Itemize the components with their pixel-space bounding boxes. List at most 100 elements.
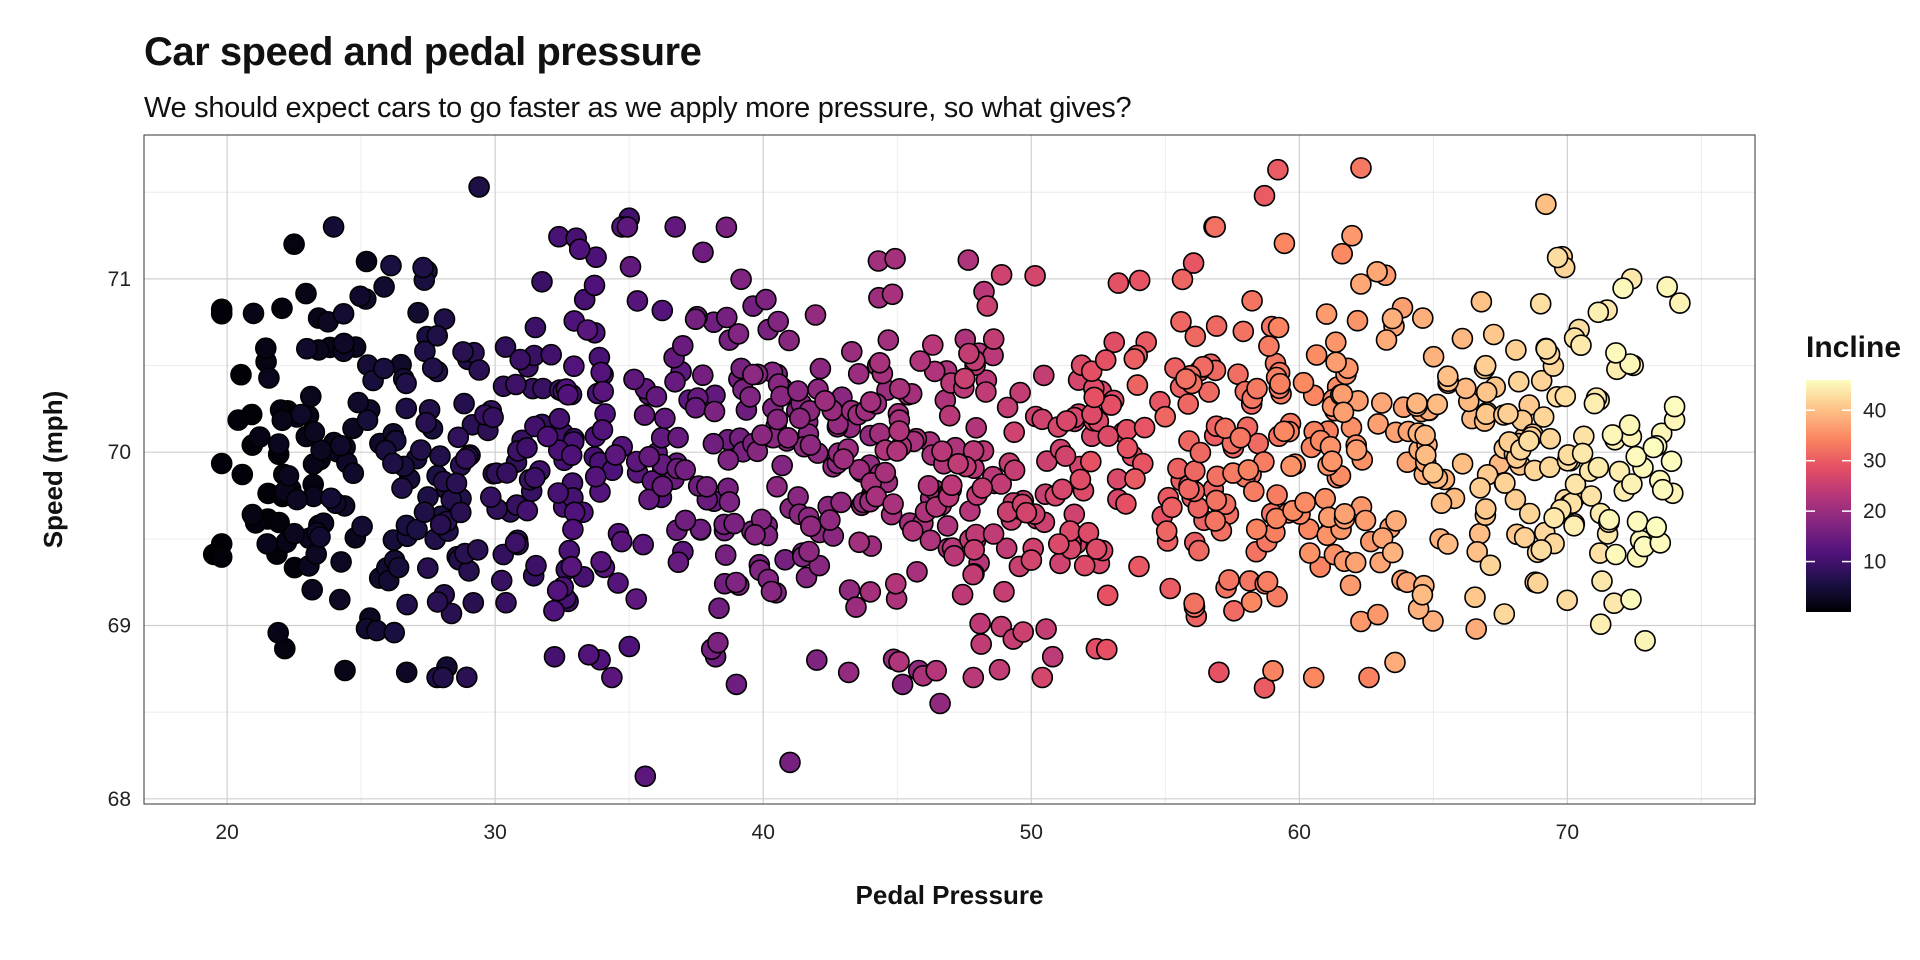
data-point bbox=[1385, 510, 1407, 532]
data-point bbox=[320, 487, 342, 510]
data-point bbox=[1601, 424, 1624, 446]
data-point bbox=[727, 323, 750, 345]
data-point bbox=[1563, 514, 1585, 537]
data-point bbox=[373, 276, 395, 298]
data-point bbox=[1083, 386, 1105, 409]
data-point bbox=[1024, 264, 1046, 287]
data-point bbox=[258, 367, 280, 389]
data-point bbox=[440, 602, 463, 625]
data-point bbox=[1331, 242, 1353, 265]
data-point bbox=[505, 373, 527, 396]
data-point bbox=[1475, 498, 1497, 520]
data-point bbox=[548, 407, 571, 430]
data-point bbox=[1475, 381, 1498, 404]
legend-title: Incline bbox=[1806, 331, 1901, 364]
data-point bbox=[1031, 666, 1054, 689]
data-point bbox=[888, 650, 910, 673]
data-point bbox=[523, 466, 546, 489]
data-point bbox=[601, 666, 623, 689]
data-point bbox=[1232, 320, 1255, 343]
data-point bbox=[779, 751, 801, 774]
data-point bbox=[799, 434, 822, 456]
data-point bbox=[623, 368, 645, 391]
data-point bbox=[1587, 301, 1610, 324]
data-point bbox=[664, 370, 686, 393]
data-point bbox=[1096, 584, 1119, 607]
data-point bbox=[1504, 488, 1527, 511]
data-point bbox=[387, 556, 410, 579]
data-point bbox=[988, 658, 1011, 681]
data-point bbox=[925, 659, 948, 682]
data-point bbox=[1325, 351, 1347, 374]
data-point bbox=[557, 383, 579, 406]
data-point bbox=[943, 544, 965, 567]
data-point bbox=[1299, 542, 1321, 564]
data-point bbox=[1009, 381, 1031, 404]
data-point bbox=[543, 599, 565, 622]
data-point bbox=[1184, 325, 1207, 348]
data-point bbox=[1651, 478, 1674, 501]
data-point bbox=[730, 268, 752, 291]
data-point bbox=[248, 426, 271, 448]
data-point bbox=[1539, 427, 1562, 450]
data-point bbox=[1554, 385, 1577, 408]
data-point bbox=[1437, 365, 1459, 388]
data-point bbox=[1513, 526, 1536, 549]
y-tick-label: 68 bbox=[108, 788, 131, 811]
legend-colorbar bbox=[1806, 380, 1851, 612]
data-point bbox=[1269, 372, 1291, 395]
data-point bbox=[929, 692, 951, 715]
data-point bbox=[906, 560, 928, 583]
x-tick-label: 50 bbox=[1020, 821, 1043, 844]
data-point bbox=[1262, 659, 1284, 682]
data-point bbox=[707, 631, 729, 654]
data-point bbox=[295, 282, 317, 305]
data-point bbox=[1645, 516, 1667, 539]
data-point bbox=[1583, 392, 1606, 415]
data-point bbox=[1350, 157, 1372, 179]
data-point bbox=[760, 580, 783, 603]
data-point bbox=[767, 310, 790, 333]
data-points bbox=[202, 157, 1691, 788]
data-point bbox=[1175, 368, 1197, 390]
data-point bbox=[619, 255, 642, 278]
data-point bbox=[923, 360, 946, 383]
data-point bbox=[742, 363, 764, 386]
y-axis-ticks: 68 69 70 71 bbox=[108, 268, 131, 811]
data-point bbox=[1381, 307, 1404, 330]
data-point bbox=[1612, 277, 1634, 300]
x-axis-title: Pedal Pressure bbox=[856, 880, 1044, 910]
data-point bbox=[1598, 508, 1621, 531]
data-point bbox=[1054, 445, 1077, 467]
x-tick-label: 60 bbox=[1288, 821, 1311, 844]
data-point bbox=[1097, 425, 1120, 447]
data-point bbox=[322, 216, 345, 238]
data-point bbox=[210, 546, 233, 568]
data-point bbox=[231, 463, 254, 486]
data-point bbox=[455, 666, 478, 689]
data-point bbox=[962, 563, 984, 586]
data-point bbox=[766, 408, 789, 431]
data-point bbox=[830, 491, 852, 514]
data-point bbox=[1003, 459, 1026, 482]
data-point bbox=[715, 216, 738, 239]
data-point bbox=[426, 591, 449, 613]
data-point bbox=[466, 539, 489, 561]
data-point bbox=[725, 673, 748, 696]
data-point bbox=[1466, 540, 1488, 563]
x-tick-label: 40 bbox=[752, 821, 775, 844]
data-point bbox=[714, 544, 737, 566]
data-point bbox=[1371, 392, 1393, 414]
data-point bbox=[684, 308, 707, 331]
data-point bbox=[845, 596, 867, 618]
data-point bbox=[957, 249, 980, 271]
data-point bbox=[684, 396, 707, 419]
data-point bbox=[1107, 272, 1130, 294]
data-point bbox=[1069, 468, 1092, 491]
data-point bbox=[667, 551, 690, 574]
data-point bbox=[1375, 329, 1398, 351]
chart-title: Car speed and pedal pressure bbox=[144, 30, 702, 74]
data-point bbox=[1321, 450, 1343, 473]
data-point bbox=[1273, 232, 1296, 255]
